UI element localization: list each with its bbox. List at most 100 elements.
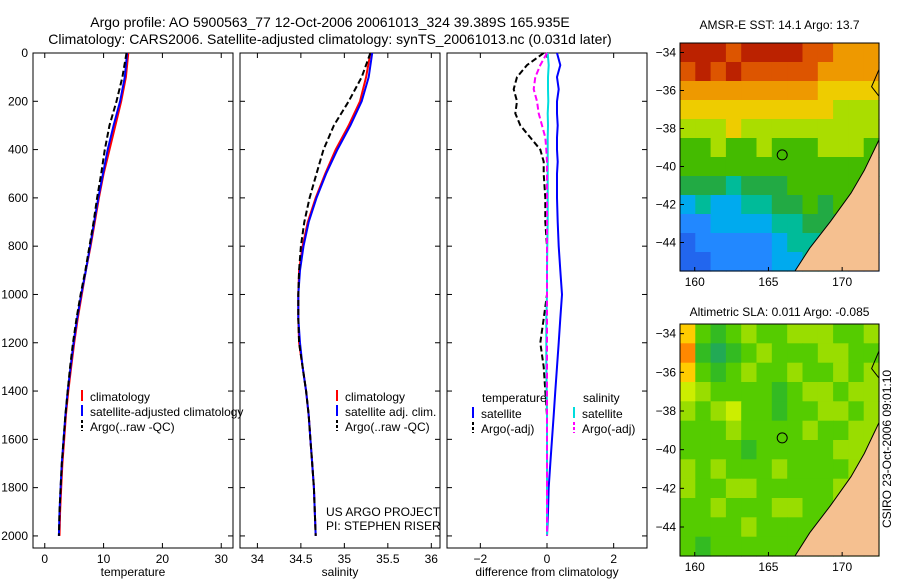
sla_map-cell [725, 324, 742, 344]
sst_map-cell [756, 233, 773, 253]
sst_map-cell [833, 157, 849, 177]
sst_map-cell [771, 214, 788, 234]
sla_map-cell [725, 459, 742, 480]
sst_map-cell [741, 195, 758, 215]
salinity-legend-label: satellite adj. clim. [345, 405, 436, 419]
sla_map-cell [771, 382, 788, 402]
sla_map-cell [680, 382, 696, 402]
sst_map-cell [710, 252, 727, 272]
sst_map-cell [680, 43, 696, 63]
difference-axis-label: difference from climatology [475, 565, 618, 579]
sla_map-cell [817, 362, 834, 383]
sla_map-cell [725, 440, 742, 460]
sst_map-cell [741, 252, 758, 272]
salinity-series-argo-raw-qc- [297, 52, 372, 536]
sla_map-cell [756, 343, 773, 364]
sst_map-cell [725, 43, 742, 63]
sst_map-cell [787, 119, 804, 139]
sst_map-cell [771, 81, 788, 101]
sst_map-cell [741, 119, 758, 139]
sla_map-cell [680, 343, 696, 364]
sla_map-cell [771, 420, 788, 441]
sst_map-cell [848, 119, 865, 139]
sla_map-ytick-label: −34 [656, 327, 677, 341]
sla_map-cell [680, 401, 696, 422]
sla_map-cell [756, 498, 773, 518]
sst_map-cell [741, 100, 758, 120]
sla_map-ytick-label: −36 [656, 365, 677, 379]
depth-tick-label: 1400 [1, 384, 28, 398]
difference-xtick-label: 2 [610, 552, 617, 566]
sla_map-cell [787, 440, 804, 460]
sst_map-cell [771, 62, 788, 82]
salinity-xtick-label: 35.5 [376, 552, 400, 566]
sla_map-cell [787, 478, 804, 499]
difference-legend-label: satellite [582, 407, 623, 421]
sst_map-cell [725, 157, 742, 177]
sla_map-cell [741, 382, 758, 402]
sla_map-cell [695, 343, 712, 364]
temperature-legend-label: satellite-adjusted climatology [90, 405, 243, 419]
sla_map-cell [710, 440, 727, 460]
sla_map-cell [710, 517, 727, 538]
sst_map-cell [695, 43, 712, 63]
sla_map-cell [771, 459, 788, 480]
sla_map-cell [802, 498, 819, 518]
sst_map-cell [695, 233, 712, 253]
sst_map-cell [695, 195, 712, 215]
sla_map-cell [817, 343, 834, 364]
temperature-xtick-label: 20 [156, 552, 170, 566]
sst_map-cell [848, 100, 865, 120]
sst_map-cell [710, 100, 727, 120]
sla_map-cell [848, 362, 865, 383]
sla_map-cell [695, 440, 712, 460]
sla_map-ytick-label: −38 [656, 404, 677, 418]
sst_map-cell [802, 119, 819, 139]
sst_map-cell [741, 138, 758, 158]
sst_map-cell [787, 100, 804, 120]
sla_map-cell [741, 420, 758, 441]
sst_map-cell [756, 138, 773, 158]
sst_map-cell [725, 62, 742, 82]
sst_map-cell [802, 157, 819, 177]
sla_map-cell [771, 401, 788, 422]
sla_map-cell [787, 420, 804, 441]
sst_map-ytick-label: −42 [656, 198, 677, 212]
sst_map-cell [833, 62, 849, 82]
sla_map-cell [771, 362, 788, 383]
sst_map-cell [695, 100, 712, 120]
sst_map-cell [817, 119, 834, 139]
sst_map-cell [710, 138, 727, 158]
sst_map-cell [848, 62, 865, 82]
sst_map-cell [771, 176, 788, 196]
sla_map-cell [725, 343, 742, 364]
sla_map-cell [771, 440, 788, 460]
sla_map-cell [710, 343, 727, 364]
sla_map-cell [725, 420, 742, 441]
sla_map-cell [787, 517, 804, 538]
sst_map-cell [680, 157, 696, 177]
sst_map-cell [802, 62, 819, 82]
sla_map-cell [695, 362, 712, 383]
sla_map-cell [787, 401, 804, 422]
sst_map-cell [802, 214, 819, 234]
sla_map-cell [848, 401, 865, 422]
sst_map-cell [756, 81, 773, 101]
sst_map-cell [741, 233, 758, 253]
sla_map-cell [741, 478, 758, 499]
sst_map-cell [802, 43, 819, 63]
sst_map-cell [695, 119, 712, 139]
sla_map-cell [695, 382, 712, 402]
sst_map-cell [695, 138, 712, 158]
sst_map-cell [756, 119, 773, 139]
temperature-axis-label: temperature [101, 565, 166, 579]
sst_map-cell [756, 214, 773, 234]
sst_map-title: AMSR-E SST: 14.1 Argo: 13.7 [699, 18, 859, 32]
sla_map-cell [833, 440, 849, 460]
temperature-legend-label: Argo(..raw -QC) [90, 420, 175, 434]
difference-legend-label: Argo(-adj) [481, 422, 534, 436]
sla_map-cell [741, 498, 758, 518]
sst_map-cell [817, 43, 834, 63]
sst_map-cell [787, 157, 804, 177]
